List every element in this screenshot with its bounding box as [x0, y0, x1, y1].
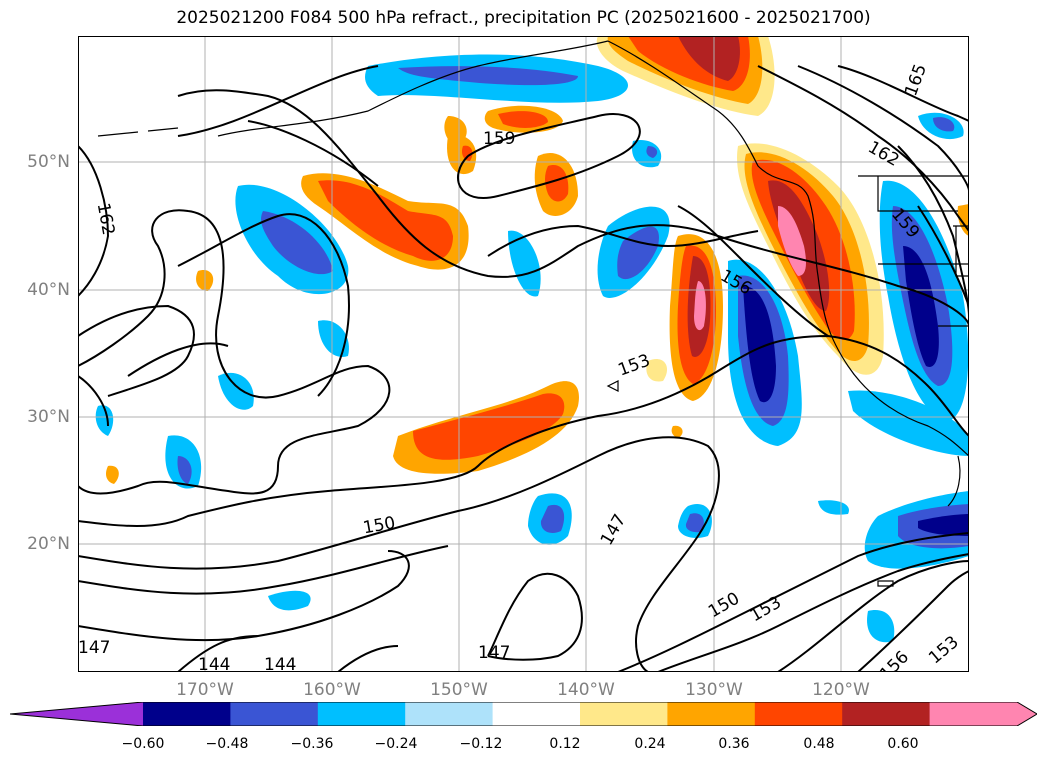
- map-frame: [78, 36, 969, 672]
- contour-label: 162: [864, 137, 902, 171]
- contour-label: 165: [901, 61, 931, 98]
- colorbar-tick: 0.60: [887, 736, 919, 752]
- contour-label: 153: [925, 632, 963, 668]
- map-panel: 165 162 162 159 159 156 153 150 147 150 …: [78, 36, 969, 672]
- colorbar-segment: [230, 702, 319, 726]
- colorbar-segment: [842, 702, 931, 726]
- contour-label: 159: [483, 129, 515, 149]
- contour-label: 153: [615, 351, 652, 381]
- colorbar: [10, 702, 1037, 726]
- map-title: 2025021200 F084 500 hPa refract., precip…: [176, 8, 871, 28]
- colorbar-segment: [667, 702, 756, 726]
- lon-label-120w: 120°W: [812, 680, 870, 700]
- colorbar-tick: −0.12: [459, 736, 503, 752]
- colorbar-segment: [754, 702, 843, 726]
- colorbar-tick: 0.24: [634, 736, 666, 752]
- contour-label: 144: [198, 655, 230, 672]
- lon-label-170w: 170°W: [176, 680, 234, 700]
- colorbar-segment: [143, 702, 231, 726]
- colorbar-segment: [317, 702, 406, 726]
- height-contours: [78, 65, 969, 672]
- lat-label-20n: 20°N: [27, 534, 70, 554]
- colorbar-tick: −0.36: [290, 736, 334, 752]
- lat-label-50n: 50°N: [27, 152, 70, 172]
- colorbar-tick: −0.24: [374, 736, 418, 752]
- colorbar-segment: [580, 702, 668, 726]
- colorbar-segment: [10, 702, 143, 726]
- lat-label-40n: 40°N: [27, 280, 70, 300]
- contour-label: 144: [264, 655, 296, 672]
- colorbar-segment: [492, 702, 581, 726]
- colorbar-tick: −0.60: [121, 736, 165, 752]
- positive-anomaly-fields: [106, 36, 969, 484]
- colorbar-segment: [929, 702, 1037, 726]
- contour-label: 150: [361, 513, 396, 538]
- colorbar-tick: −0.48: [205, 736, 249, 752]
- contour-label: 147: [597, 511, 631, 549]
- lon-label-160w: 160°W: [303, 680, 361, 700]
- coastlines: [97, 40, 969, 587]
- colorbar-tick: 0.48: [803, 736, 835, 752]
- colorbar-segment: [405, 702, 494, 726]
- lon-label-130w: 130°W: [685, 680, 743, 700]
- lat-label-30n: 30°N: [27, 407, 70, 427]
- contour-label: 153: [747, 593, 785, 627]
- negative-anomaly-fields: [95, 54, 969, 643]
- colorbar-tick: 0.12: [549, 736, 581, 752]
- contour-label: 147: [78, 638, 110, 658]
- colorbar-tick: 0.36: [718, 736, 750, 752]
- colorbar-segments: [10, 702, 1037, 726]
- contour-label: 147: [478, 643, 510, 663]
- lon-label-150w: 150°W: [430, 680, 488, 700]
- contour-label: 162: [93, 201, 118, 236]
- lon-label-140w: 140°W: [557, 680, 615, 700]
